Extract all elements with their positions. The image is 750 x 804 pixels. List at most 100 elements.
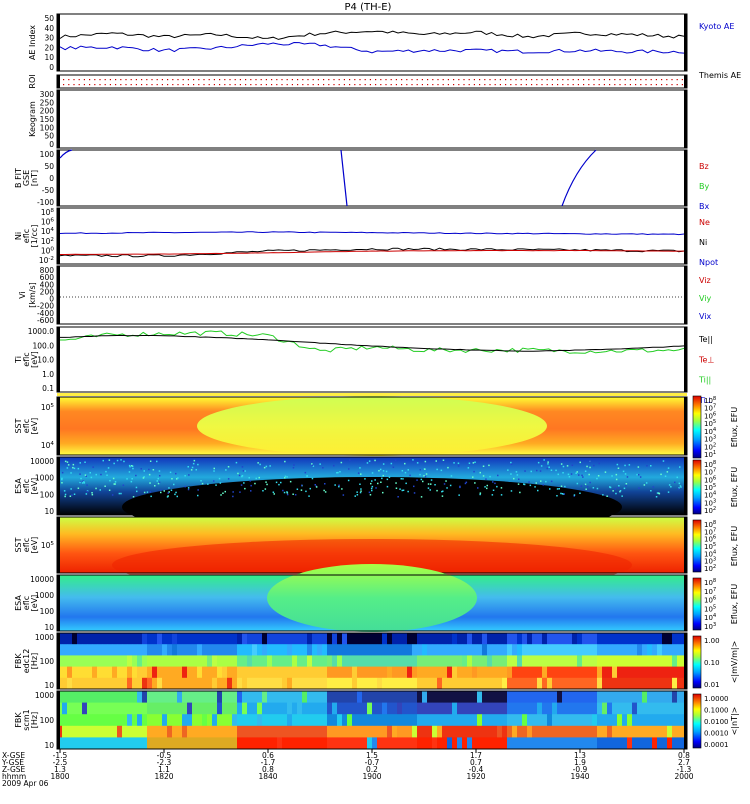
fbk-b-cell bbox=[677, 691, 683, 704]
fbk-b-cell bbox=[82, 714, 88, 727]
esa-e-speckle bbox=[379, 468, 382, 471]
ti-panel-left-ticks bbox=[57, 327, 60, 392]
fbk-b-cell bbox=[422, 714, 428, 727]
fbk-b-cell bbox=[317, 725, 323, 738]
fbk-e-cell bbox=[297, 633, 303, 645]
fbk-e-cell bbox=[672, 666, 678, 679]
esa-e-speckle bbox=[465, 481, 468, 484]
fbk-e-cell bbox=[277, 655, 283, 668]
roi-dot bbox=[614, 79, 616, 81]
roi-dot bbox=[557, 84, 559, 86]
esa-e-speckle bbox=[374, 479, 376, 481]
fbk-e-cell bbox=[162, 655, 168, 668]
fbk-e-cell bbox=[447, 677, 453, 690]
fbk-b-cell bbox=[297, 702, 303, 715]
fbk-b-cell bbox=[637, 702, 643, 715]
fbk-e-cell bbox=[577, 655, 583, 668]
fbk-e-cell bbox=[297, 655, 303, 668]
fbk-e-cell bbox=[447, 644, 453, 656]
fbk-b-cell bbox=[622, 714, 628, 727]
fbk-b-cell bbox=[337, 725, 343, 738]
bfit-ylabel: GSE bbox=[22, 170, 31, 186]
fbk-b-cell bbox=[612, 691, 618, 704]
esa-e-speckle bbox=[292, 493, 294, 495]
x-axis-xgse-label: -1.5 bbox=[53, 751, 68, 760]
esa-e-speckle bbox=[419, 473, 421, 476]
fbk-b-cell bbox=[472, 725, 478, 738]
esa-e-speckle bbox=[468, 462, 471, 464]
ni-legend-entry: Npot bbox=[699, 258, 718, 267]
esa-e-speckle bbox=[449, 484, 452, 487]
fbk-e-cell bbox=[372, 677, 378, 690]
esa-e-speckle bbox=[666, 471, 669, 473]
fbk-e-cell bbox=[567, 677, 573, 690]
roi-dot bbox=[198, 79, 200, 81]
fbk-b-cell bbox=[107, 725, 113, 738]
fbk-e-cell bbox=[507, 633, 513, 645]
fbk-e-cell bbox=[147, 633, 153, 645]
fbk-e-cell bbox=[232, 655, 238, 668]
esa-e-speckle bbox=[131, 478, 133, 480]
esa-e-speckle bbox=[359, 467, 361, 469]
fbk-e-cell bbox=[432, 644, 438, 656]
esa-e-speckle bbox=[377, 482, 379, 485]
fbk-b-cell bbox=[582, 702, 588, 715]
roi-dot bbox=[99, 84, 101, 86]
fbk-b-cell bbox=[492, 737, 498, 750]
fbk-b-cell bbox=[77, 725, 83, 738]
esa-e-speckle bbox=[615, 478, 618, 481]
fbk-b-cell bbox=[167, 691, 173, 704]
sst-e-ylabel: eflc bbox=[22, 419, 31, 433]
roi-dot bbox=[401, 79, 403, 81]
esa-e-speckle bbox=[85, 493, 88, 495]
fbk-b-cell bbox=[507, 714, 513, 727]
fbk-b-cell bbox=[332, 702, 338, 715]
roi-dot bbox=[89, 79, 91, 81]
roi-dot bbox=[635, 79, 637, 81]
fbk-b-cell bbox=[612, 725, 618, 738]
esa-e-speckle bbox=[546, 467, 548, 470]
fbk-e-cell bbox=[197, 666, 203, 679]
roi-dot bbox=[271, 79, 273, 81]
fbk-b-cell bbox=[672, 691, 678, 704]
fbk-b-cell bbox=[532, 714, 538, 727]
fbk-e-cell bbox=[672, 633, 678, 645]
fbk-e-cell bbox=[127, 655, 133, 668]
esa-e-speckle bbox=[113, 483, 115, 485]
esa-e-speckle bbox=[550, 480, 553, 483]
fbk-e-cell bbox=[407, 644, 413, 656]
fbk-e-cell bbox=[192, 666, 198, 679]
fbk-e-cell bbox=[482, 677, 488, 690]
roi-dot bbox=[198, 84, 200, 86]
fbk-e-colorbar-tick: 1.00 bbox=[704, 637, 720, 645]
x-axis-row-label: hhmm bbox=[2, 772, 26, 781]
roi-dot bbox=[104, 79, 106, 81]
esa-i-colorbar-label: Eflux, EFU bbox=[730, 584, 739, 625]
fbk-e-cell bbox=[297, 677, 303, 690]
x-axis-ygse-label: 0.7 bbox=[470, 758, 482, 767]
fbk-e-cell bbox=[647, 666, 653, 679]
fbk-e-cell bbox=[132, 666, 138, 679]
keogram-panel-frame bbox=[56, 89, 688, 149]
roi-dot bbox=[421, 84, 423, 86]
fbk-b-cell bbox=[667, 725, 673, 738]
esa-e-speckle bbox=[143, 470, 145, 472]
fbk-e-cell bbox=[242, 655, 248, 668]
fbk-e-cell bbox=[497, 666, 503, 679]
esa-e-speckle bbox=[154, 485, 156, 487]
fbk-e-cell bbox=[502, 644, 508, 656]
fbk-e-cell bbox=[137, 677, 143, 690]
fbk-e-cell bbox=[377, 677, 383, 690]
ae-ytick-label: 30 bbox=[44, 34, 54, 43]
fbk-e-cell bbox=[477, 666, 483, 679]
fbk-e-cell bbox=[612, 644, 618, 656]
fbk-b-cell bbox=[457, 702, 463, 715]
fbk-e-cell bbox=[637, 666, 643, 679]
fbk-e-cell bbox=[97, 677, 103, 690]
roi-dot bbox=[541, 84, 543, 86]
ti-ytick-label: 100.0 bbox=[33, 341, 55, 350]
fbk-e-cell bbox=[262, 633, 268, 645]
fbk-b-cell bbox=[387, 702, 393, 715]
roi-dot bbox=[453, 84, 455, 86]
